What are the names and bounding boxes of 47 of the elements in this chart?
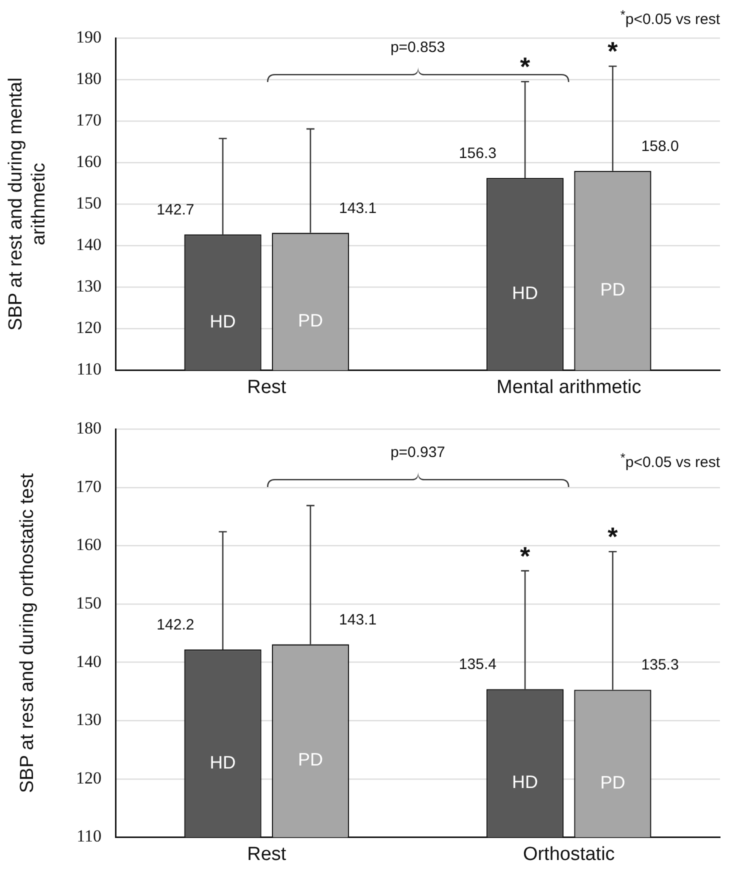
text: PD [600,772,626,792]
y-tick-label: 140 [76,235,102,254]
series-label: HD [210,752,236,772]
series-label: PD [298,750,323,770]
data-label: 135.4 [458,656,496,674]
x-tick-label: Mental arithmetic [496,376,642,398]
data-label: 142.2 [156,616,194,634]
y-tick-label: 140 [76,652,102,671]
y-axis-title: SBP at rest and during orthostatic test [17,472,38,794]
annotation: * [520,540,531,571]
annotation: * [520,52,531,82]
data-label: 143.1 [339,611,377,628]
data-label: 156.3 [458,144,496,162]
x-tick-label: Rest [247,844,287,865]
y-tick-label: 160 [76,152,102,172]
y-tick-label: 150 [76,194,102,213]
annotation: * [608,36,619,66]
series-label: PD [298,310,323,330]
data-label: 135.3 [641,656,679,674]
annotation: * [608,522,619,552]
y-tick-label: 120 [76,318,102,338]
y-tick-label: 120 [76,768,102,788]
annotation: *p<0.05 vs rest [620,450,721,472]
y-tick-label: 180 [76,68,102,88]
x-tick-label: Rest [247,376,287,398]
y-tick-label: 130 [76,710,102,730]
y-tick-label: 190 [76,27,102,46]
y-tick-label: 180 [76,418,102,438]
annotation: p=0.937 [390,444,446,462]
text: HD [512,772,538,792]
y-tick-label: 170 [76,476,102,496]
text: PD [600,280,626,300]
y-tick-label: 110 [76,826,102,846]
data-label: 142.7 [156,201,194,218]
annotation: p=0.853 [390,39,446,56]
series-label: HD [210,311,236,332]
x-tick-label: Orthostatic [522,844,615,865]
y-axis-title: SBP at rest and during mental arithmetic [6,78,50,331]
text: *p<0.05 vs rest [620,6,721,28]
text: HD [512,283,538,304]
y-tick-label: 130 [76,276,102,296]
data-label: 143.1 [339,200,377,217]
data-label: 158.0 [641,138,679,155]
y-tick-label: 160 [76,535,102,554]
y-tick-label: 110 [76,360,102,379]
y-tick-label: 170 [76,110,102,130]
y-tick-label: 150 [76,594,102,613]
